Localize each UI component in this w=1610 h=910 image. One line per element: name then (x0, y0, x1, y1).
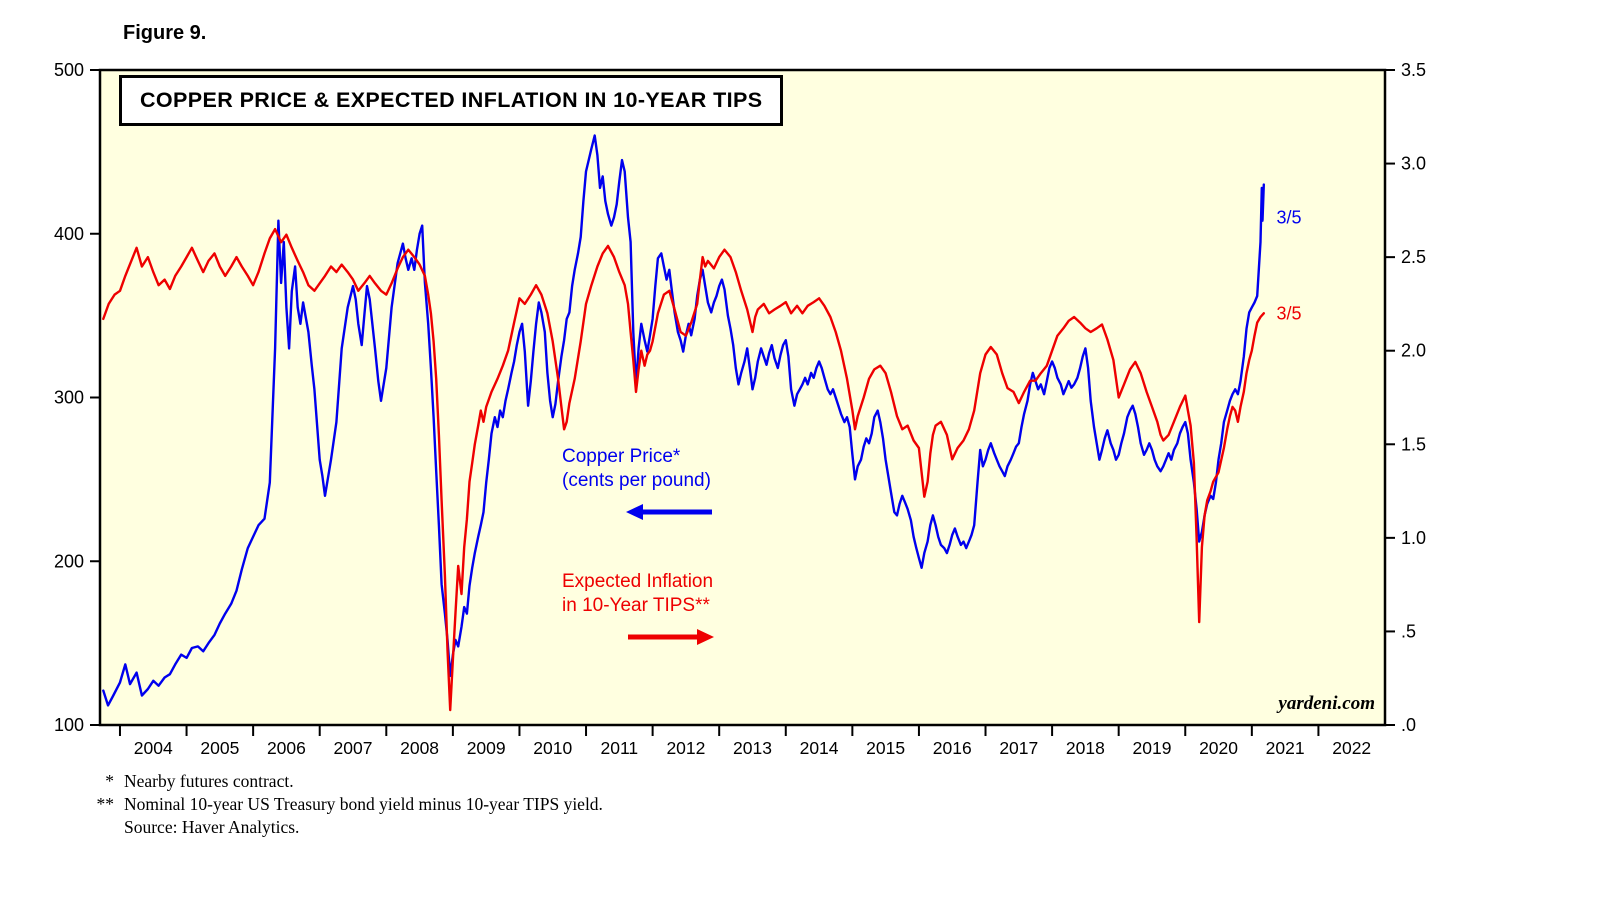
inflation-arrow-right-icon (628, 629, 714, 645)
footnotes: * Nearby futures contract. ** Nominal 10… (78, 770, 603, 839)
x-axis-year-label: 2017 (999, 738, 1038, 758)
left-axis-tick-label: 500 (54, 60, 84, 80)
x-axis-year-label: 2008 (400, 738, 439, 758)
right-axis-tick-label: 3.5 (1401, 60, 1426, 80)
x-axis-year-label: 2021 (1266, 738, 1305, 758)
x-axis-year-label: 2019 (1133, 738, 1172, 758)
copper-series-label-line2: (cents per pound) (562, 470, 711, 491)
x-axis-year-label: 2005 (200, 738, 239, 758)
copper-price-line (102, 134, 1266, 707)
x-axis-year-label: 2011 (601, 738, 639, 758)
right-axis-tick-label: 2.0 (1401, 341, 1426, 361)
footnote-nearby-futures: * Nearby futures contract. (78, 770, 603, 793)
right-axis-tick-label: .0 (1401, 715, 1416, 735)
inflation-series-label-line2: in 10-Year TIPS** (562, 595, 710, 616)
copper-arrow-left-icon (626, 504, 712, 520)
x-axis-year-label: 2015 (866, 738, 905, 758)
copper-price-end-label: 3/5 (1276, 207, 1301, 227)
footnote-text: Source: Haver Analytics. (124, 817, 300, 837)
footnote-marker: * (105, 771, 114, 791)
copper-series-label-line1: Copper Price* (562, 446, 681, 467)
footnote-text: Nearby futures contract. (124, 771, 294, 791)
expected-inflation-line (102, 227, 1266, 712)
footnote-marker (78, 816, 114, 839)
figure-label: Figure 9. (123, 22, 207, 44)
right-axis-tick-label: .5 (1401, 621, 1416, 641)
left-axis-tick-label: 300 (54, 388, 84, 408)
plot-area (98, 68, 1387, 727)
right-axis-tick-label: 1.0 (1401, 528, 1426, 548)
inflation-series-label: Expected Inflation in 10-Year TIPS** (562, 570, 714, 645)
copper-series-label: Copper Price* (cents per pound) (562, 445, 714, 520)
yardeni-watermark: yardeni.com (1278, 693, 1375, 714)
right-axis-tick-label: 1.5 (1401, 434, 1426, 454)
x-axis-year-label: 2013 (733, 738, 772, 758)
footnote-source: Source: Haver Analytics. (78, 816, 603, 839)
x-axis-year-label: 2022 (1332, 738, 1371, 758)
right-axis-tick-label: 3.0 (1401, 154, 1426, 174)
x-axis-year-label: 2004 (134, 738, 173, 758)
x-axis-year-label: 2016 (933, 738, 972, 758)
expected-inflation-end-label: 3/5 (1276, 303, 1301, 323)
chart-title: COPPER PRICE & EXPECTED INFLATION IN 10-… (119, 75, 784, 126)
x-axis-year-label: 2014 (800, 738, 839, 758)
left-axis-tick-label: 200 (54, 551, 84, 571)
footnote-tips-definition: ** Nominal 10-year US Treasury bond yiel… (78, 793, 603, 816)
x-axis-year-label: 2020 (1199, 738, 1238, 758)
x-axis-year-label: 2009 (467, 738, 506, 758)
x-axis-year-label: 2012 (666, 738, 705, 758)
x-axis-year-label: 2007 (334, 738, 373, 758)
footnote-marker: ** (96, 794, 115, 814)
x-axis-year-label: 2006 (267, 738, 306, 758)
right-axis-tick-label: 2.5 (1401, 247, 1426, 267)
x-axis-year-label: 2018 (1066, 738, 1105, 758)
footnote-text: Nominal 10-year US Treasury bond yield m… (124, 794, 603, 814)
left-axis-tick-label: 400 (54, 224, 84, 244)
left-axis-tick-label: 100 (54, 715, 84, 735)
x-axis-year-label: 2010 (533, 738, 572, 758)
inflation-series-label-line1: Expected Inflation (562, 571, 714, 592)
